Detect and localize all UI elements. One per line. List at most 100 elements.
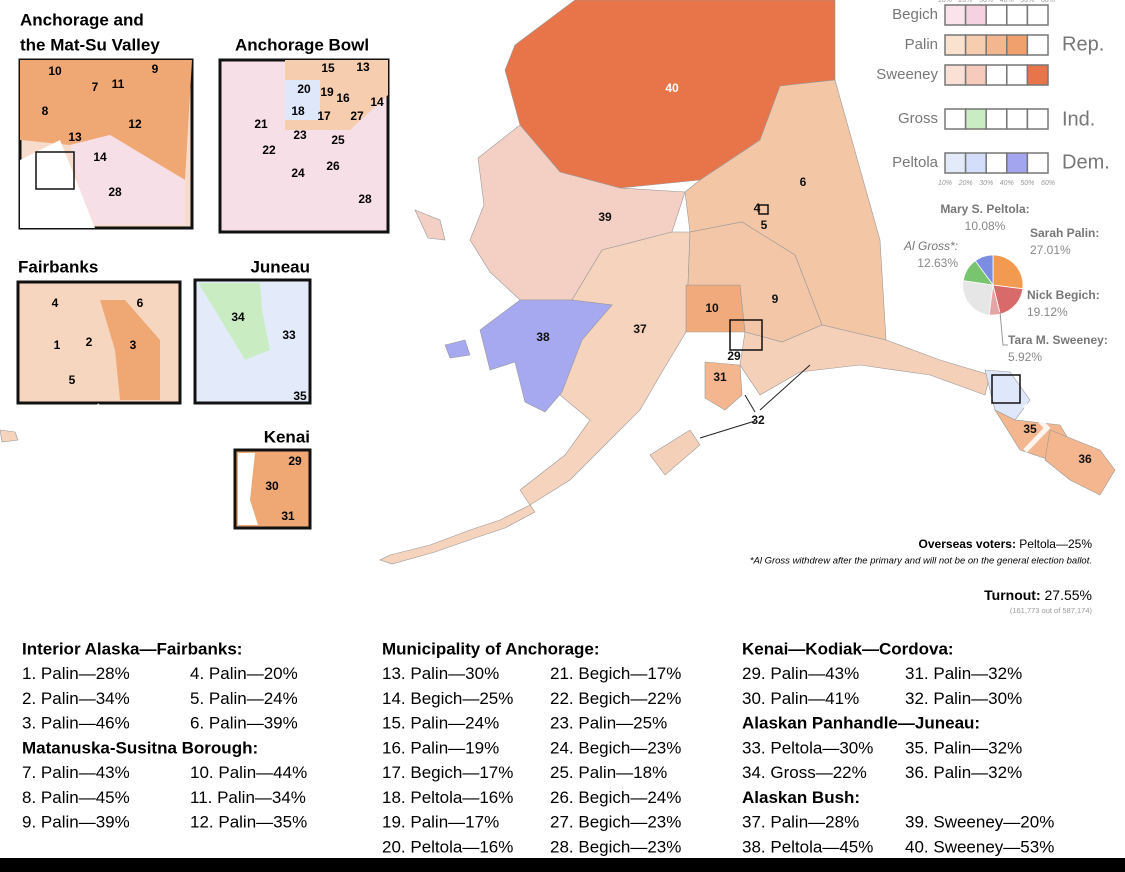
pie-label: Al Gross*: [903, 239, 958, 253]
inset-area [285, 80, 320, 120]
result-item: 11. Palin—34% [190, 788, 306, 807]
result-item: 9. Palin—39% [22, 813, 130, 832]
district-label: 13 [356, 60, 370, 74]
scale-label: 20% [958, 180, 973, 187]
pie-value: 12.63% [917, 256, 958, 270]
district-32 [739, 324, 991, 396]
result-item: 34. Gross—22% [742, 763, 867, 782]
district-label: 16 [336, 91, 350, 105]
scale-label: 40% [1000, 0, 1014, 4]
district-label: 32 [751, 413, 765, 427]
district-label: 5 [69, 373, 76, 387]
kodiak [649, 429, 701, 476]
inset-water [20, 140, 95, 228]
result-item: 1. Palin—28% [22, 664, 130, 683]
scale-label: 10% [938, 0, 952, 4]
legend-swatch [944, 34, 967, 56]
legend-swatch [1026, 4, 1049, 26]
inset-marker [758, 204, 769, 215]
result-item: 33. Peltola—30% [742, 738, 873, 757]
leader [744, 394, 756, 413]
result-item: 25. Palin—18% [550, 763, 667, 782]
legend-swatch [1026, 64, 1049, 86]
legend-swatch [1006, 64, 1029, 86]
scale-label: 30% [979, 0, 993, 4]
inset-area [198, 283, 270, 360]
prev-arrow[interactable] [74, 403, 102, 453]
legend-swatch [1026, 152, 1049, 174]
result-item: 29. Palin—43% [742, 664, 859, 683]
district-label: 36 [1078, 452, 1092, 466]
legend-swatch [985, 64, 1008, 86]
district-label: 14 [370, 95, 384, 109]
district-label: 38 [536, 330, 550, 344]
district-label: 31 [281, 509, 295, 523]
legend-name: Gross [898, 110, 938, 127]
legend-swatch [1006, 108, 1029, 130]
legend-name: Begich [892, 6, 938, 23]
result-item: 4. Palin—20% [190, 664, 298, 683]
result-item: 13. Palin—30% [382, 664, 499, 683]
legend-swatch [985, 4, 1008, 26]
pie-label: Tara M. Sweeney: [1008, 333, 1108, 347]
scale-label: 30% [979, 180, 993, 187]
district-label: 29 [288, 454, 302, 468]
inset-area [20, 60, 192, 180]
legend-name: Palin [905, 36, 938, 53]
next-arrow[interactable] [1023, 403, 1051, 453]
district-label: 6 [800, 175, 807, 189]
legend-swatch [964, 108, 987, 130]
overseas: Overseas voters: Peltola—25% [919, 537, 1093, 551]
pie-value: 5.92% [1008, 350, 1042, 364]
result-item: 12. Palin—35% [190, 813, 307, 832]
result-item: 21. Begich—17% [550, 664, 681, 683]
section-title: Municipality of Anchorage: [382, 639, 600, 658]
result-item: 30. Palin—41% [742, 689, 859, 708]
result-item: 24. Begich—23% [550, 738, 681, 757]
result-item: 20. Peltola—16% [382, 837, 513, 856]
district-label: 11 [112, 77, 125, 91]
result-item: 18. Peltola—16% [382, 788, 513, 807]
legend-swatch [964, 64, 987, 86]
party-label: Rep. [1062, 33, 1104, 55]
legend-swatch [1006, 34, 1029, 56]
party-label: Ind. [1062, 108, 1095, 130]
district-label: 33 [282, 328, 296, 342]
district-label: 34 [231, 310, 245, 324]
inset-title: Anchorage and [20, 10, 144, 29]
inset-title: Kenai [264, 427, 310, 446]
result-item: 32. Palin—30% [905, 689, 1022, 708]
leader [759, 364, 811, 411]
result-item: 2. Palin—34% [22, 689, 130, 708]
pie-slice [992, 254, 1024, 290]
district-label: 35 [1023, 422, 1037, 436]
turnout-detail: (161,773 out of 587,174) [1010, 606, 1093, 615]
island-west [0, 429, 19, 443]
turnout: Turnout: 27.55% [984, 587, 1092, 603]
scale-label: 50% [1020, 0, 1034, 4]
inset-marker [35, 151, 75, 190]
pie-value: 19.12% [1027, 305, 1068, 319]
district-label: 5 [761, 218, 768, 232]
result-item: 37. Palin—28% [742, 813, 859, 832]
scale-label: 60% [1041, 180, 1055, 187]
result-item: 8. Palin—45% [22, 788, 130, 807]
district-label: 9 [772, 292, 779, 306]
result-item: 35. Palin—32% [905, 738, 1022, 757]
legend-swatch [1026, 108, 1049, 130]
district-label: 18 [291, 104, 305, 118]
inset-marker [991, 374, 1021, 404]
inset-title: Anchorage Bowl [235, 35, 369, 54]
inset-area [100, 300, 160, 400]
result-item: 6. Palin—39% [190, 714, 298, 733]
bottom-bar [0, 858, 1125, 872]
section-title: Alaskan Panhandle—Juneau: [742, 714, 980, 733]
party-label: Dem. [1062, 151, 1110, 173]
result-item: 3. Palin—46% [22, 714, 130, 733]
legend-swatch [944, 108, 967, 130]
inset-title: the Mat-Su Valley [20, 35, 160, 54]
section-title: Interior Alaska—Fairbanks: [22, 639, 242, 658]
legend-swatch [985, 108, 1008, 130]
district-label: 21 [254, 117, 268, 131]
